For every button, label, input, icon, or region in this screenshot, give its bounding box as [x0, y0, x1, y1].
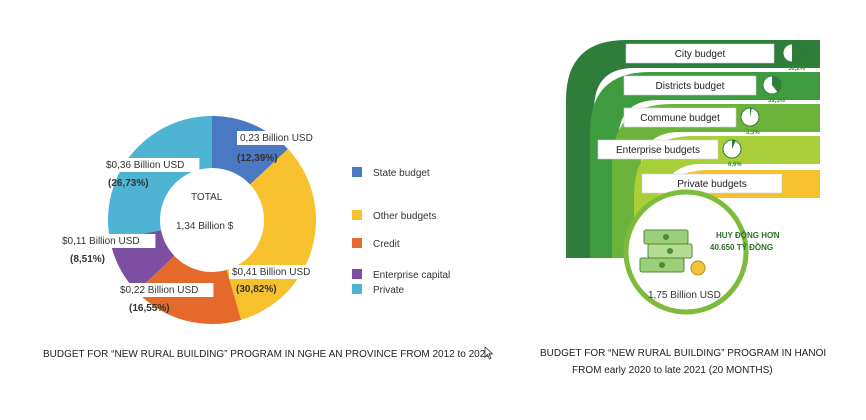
pct-label: 6,9%	[728, 162, 742, 168]
legend-swatch	[352, 284, 362, 294]
slice-value-label: 0,23 Billion USD	[240, 133, 313, 144]
pct-label: 50,2%	[788, 66, 806, 72]
slice-pct-label: (12,39%)	[237, 153, 278, 164]
slice-value-label-bg	[59, 234, 156, 248]
mini-pie-slice	[791, 44, 801, 62]
pill-0	[625, 43, 775, 64]
pill-label: City budget	[675, 49, 726, 60]
pill-4	[641, 173, 783, 194]
pct-label: 39,5%	[768, 98, 786, 104]
donut-slice-private	[108, 116, 212, 241]
slice-pct-label: (30,82%)	[236, 284, 277, 295]
nghe-an-donut-chart: TOTAL 1,34 Billion $ 0,23 Billion USD (12…	[59, 116, 451, 324]
legend-label: Enterprise capital	[373, 270, 450, 281]
slice-value-label: $0,22 Billion USD	[120, 285, 198, 296]
arc-band-3	[634, 136, 820, 258]
banner-line-2: 40.650 TỶ ĐỒNG	[710, 242, 773, 252]
slice-pct-label: (26,73%)	[108, 178, 149, 189]
pct-label: 3,3%	[746, 130, 760, 136]
legend-swatch	[352, 269, 362, 279]
slice-value-label-bg	[117, 283, 214, 297]
slice-value-label: $0,41 Billion USD	[232, 267, 310, 278]
legend-swatch	[352, 210, 362, 220]
mini-pie-slice	[772, 76, 781, 93]
donut-center-label: TOTAL	[191, 192, 223, 203]
slice-value-label-bg	[103, 158, 200, 172]
pill-2	[623, 107, 737, 128]
right-caption-line-1: BUDGET FOR “NEW RURAL BUILDING” PROGRAM …	[540, 348, 827, 359]
legend-label: Private	[373, 285, 405, 296]
legend-swatch	[352, 167, 362, 177]
slice-value-label: $0,11 Billion USD	[62, 236, 140, 247]
legend-label: Other budgets	[373, 211, 436, 222]
donut-legend: State budget Other budgets Credit Enterpris…	[352, 167, 450, 296]
donut-slice-labels: 0,23 Billion USD (12,39%) $0,41 Billion US…	[59, 131, 329, 314]
pill-label: Enterprise budgets	[616, 145, 700, 156]
pill-3	[597, 139, 719, 160]
slice-value-label-bg	[229, 265, 326, 279]
mouse-cursor-icon	[484, 346, 494, 360]
slice-value-label: $0,36 Billion USD	[106, 160, 184, 171]
pill-label: Commune budget	[640, 113, 720, 124]
mini-pie-slice	[750, 108, 752, 117]
money-stack-icon	[639, 229, 706, 276]
donut-center-value: 1,34 Billion $	[176, 221, 234, 232]
slice-value-label-bg	[237, 131, 329, 145]
pill-label: Private budgets	[677, 179, 747, 190]
legend-label: State budget	[373, 168, 430, 179]
pill-label: Districts budget	[656, 81, 725, 92]
total-value-label: 1,75 Billion USD	[648, 290, 721, 301]
slice-pct-label: (16,55%)	[129, 303, 170, 314]
slice-pct-label: (8,51%)	[70, 254, 105, 265]
legend-label: Credit	[373, 239, 400, 250]
budget-pills: City budget 50,2% Districts budget 39,5% Com…	[597, 43, 806, 194]
banner-line-1: HUY ĐỘNG HƠN	[716, 231, 780, 240]
hanoi-budget-chart: City budget 50,2% Districts budget 39,5% Com…	[566, 40, 820, 315]
mini-pie-slice	[732, 140, 736, 149]
left-caption: BUDGET FOR “NEW RURAL BUILDING” PROGRAM …	[43, 349, 491, 360]
pill-1	[623, 75, 757, 96]
right-caption-line-2: FROM early 2020 to late 2021 (20 MONTHS)	[572, 365, 773, 376]
legend-swatch	[352, 238, 362, 248]
